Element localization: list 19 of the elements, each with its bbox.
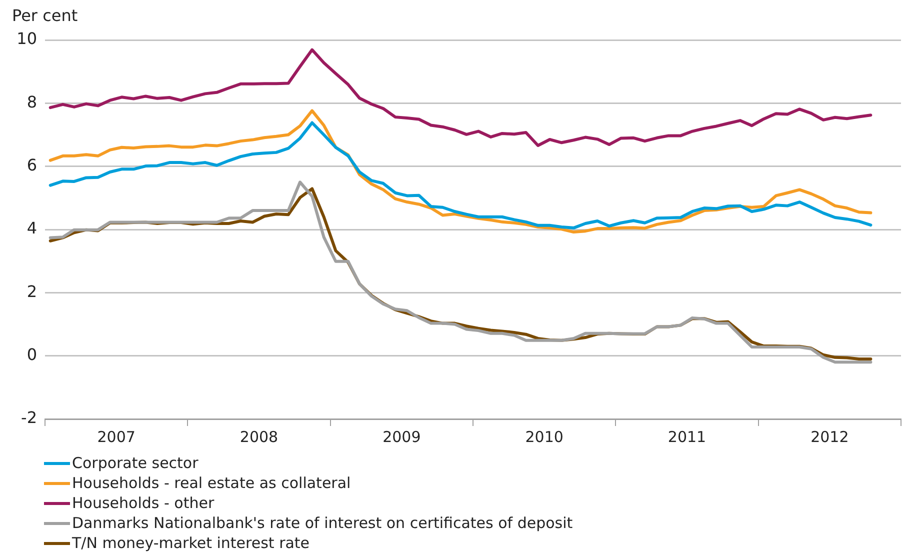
y-tick-label: 10 xyxy=(16,29,37,48)
y-tick-label: 8 xyxy=(26,92,37,112)
legend-label: Corporate sector xyxy=(72,453,198,473)
y-tick-label: 0 xyxy=(26,344,37,364)
y-tick-label: 2 xyxy=(26,282,37,301)
y-tick-label: 4 xyxy=(26,218,37,238)
x-tick-label: 2011 xyxy=(668,428,706,446)
x-tick-label: 2008 xyxy=(240,428,278,446)
legend-label: T/N money-market interest rate xyxy=(72,533,310,553)
x-tick-label: 2007 xyxy=(97,428,136,446)
x-tick-label: 2012 xyxy=(810,428,849,446)
x-tick-label: 2010 xyxy=(525,428,564,446)
y-tick-label: 6 xyxy=(26,155,37,174)
legend-label: Households - other xyxy=(72,493,214,513)
y-tick-label: -2 xyxy=(21,408,37,428)
x-tick-label: 2009 xyxy=(382,428,421,446)
legend-label: Households - real estate as collateral xyxy=(72,473,351,493)
y-axis-title: Per cent xyxy=(12,6,78,26)
legend-label: Danmarks Nationalbank's rate of interest on certificates of deposit xyxy=(72,513,573,533)
